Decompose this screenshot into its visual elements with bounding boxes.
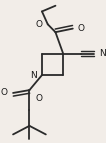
Text: O: O [0,89,7,97]
Text: N: N [30,71,37,80]
Text: N: N [99,49,106,58]
Text: O: O [78,24,85,33]
Text: O: O [35,94,42,103]
Text: O: O [36,20,43,29]
